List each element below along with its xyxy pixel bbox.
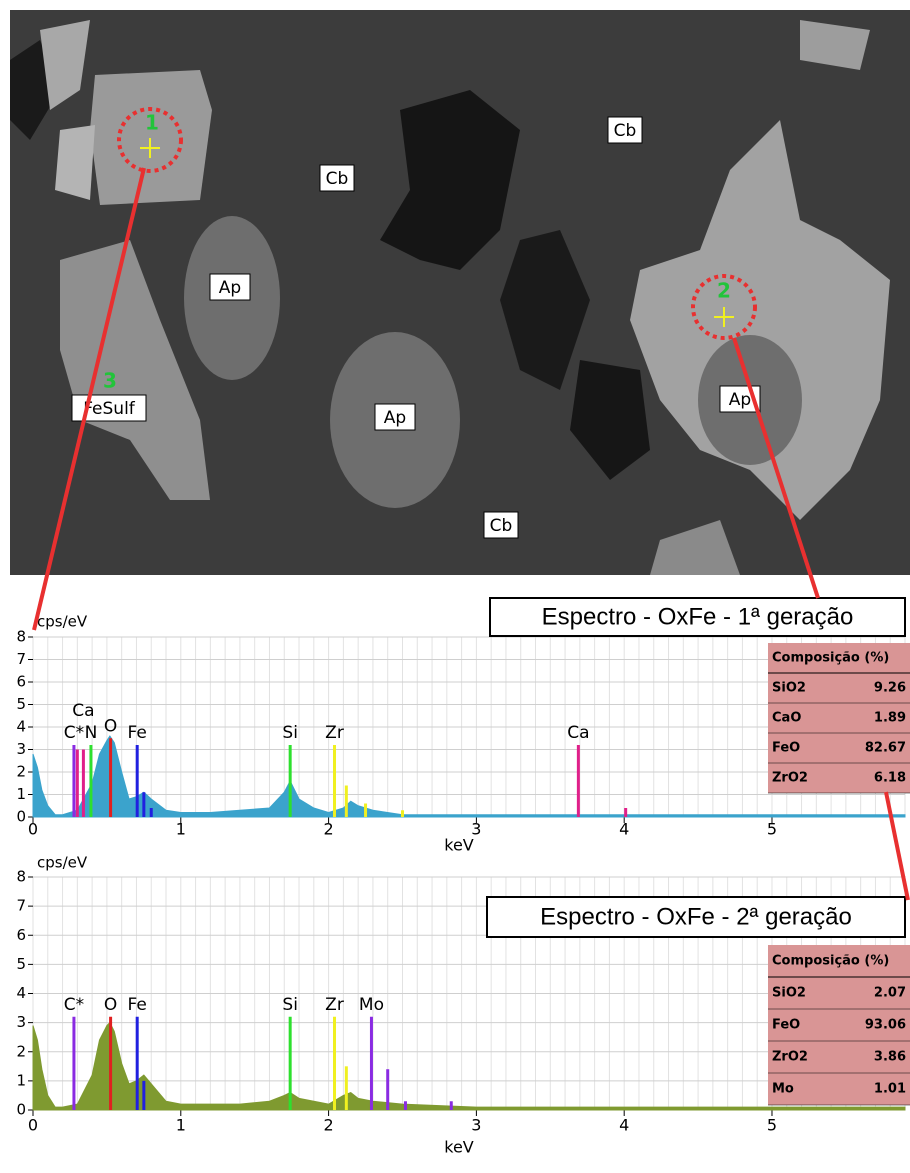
table-cell: 9.26 <box>874 681 906 696</box>
table-cell: FeO <box>772 741 800 756</box>
element-label: Zr <box>325 995 344 1015</box>
x-tick-label: 2 <box>323 820 333 839</box>
element-label: N <box>85 723 98 743</box>
table-cell: FeO <box>772 1018 800 1033</box>
phase-label: Cb <box>326 169 349 189</box>
y-tick-label: 5 <box>16 695 26 713</box>
phase-label: Cb <box>614 121 637 141</box>
element-label: Si <box>282 995 298 1015</box>
element-label: O <box>104 995 117 1015</box>
table-cell: 2.07 <box>874 986 906 1001</box>
y-tick-label: 2 <box>16 763 26 781</box>
table-cell: 1.89 <box>874 711 906 726</box>
point-label: 2 <box>717 279 731 303</box>
chart-title: Espectro - OxFe - 1ª geração <box>542 603 854 630</box>
point-label: 3 <box>103 369 117 393</box>
table-cell: SiO2 <box>772 681 806 696</box>
y-tick-label: 6 <box>16 673 26 691</box>
y-tick-label: 7 <box>16 897 26 915</box>
table-cell: 93.06 <box>865 1018 906 1033</box>
element-label: Zr <box>325 723 344 743</box>
x-axis-label: keV <box>444 836 474 855</box>
table-cell: Mo <box>772 1082 794 1097</box>
element-label: Fe <box>128 723 147 743</box>
table-cell: 82.67 <box>865 741 906 756</box>
table-header: Composição (%) <box>772 954 889 969</box>
y-tick-label: 0 <box>16 808 26 826</box>
x-tick-label: 5 <box>767 820 777 839</box>
x-tick-label: 3 <box>471 1116 481 1135</box>
grain <box>90 70 212 205</box>
chart-title: Espectro - OxFe - 2ª geração <box>540 903 852 930</box>
phase-label: Ap <box>384 408 406 428</box>
element-label: Si <box>282 723 298 743</box>
phase-label: Ap <box>219 278 241 298</box>
x-axis-label: keV <box>444 1138 474 1157</box>
phase-label: FeSulf <box>83 399 136 419</box>
x-tick-label: 5 <box>767 1116 777 1135</box>
table-cell: SiO2 <box>772 986 806 1001</box>
y-tick-label: 6 <box>16 926 26 944</box>
y-axis-label: cps/eV <box>37 854 88 872</box>
table-cell: CaO <box>772 711 801 726</box>
y-tick-label: 4 <box>16 984 26 1002</box>
x-tick-label: 1 <box>176 1116 186 1135</box>
grain <box>55 125 95 200</box>
point-label: 1 <box>145 111 159 135</box>
element-label: C* <box>64 995 84 1015</box>
table-cell: 3.86 <box>874 1050 906 1065</box>
y-tick-label: 1 <box>16 785 26 803</box>
element-label: O <box>104 716 117 736</box>
x-tick-label: 1 <box>176 820 186 839</box>
x-tick-label: 2 <box>323 1116 333 1135</box>
table-header: Composição (%) <box>772 651 889 666</box>
y-tick-label: 2 <box>16 1042 26 1060</box>
x-tick-label: 4 <box>619 1116 629 1135</box>
y-tick-label: 5 <box>16 955 26 973</box>
y-tick-label: 7 <box>16 650 26 668</box>
y-tick-label: 8 <box>16 628 26 646</box>
phase-label: Ap <box>729 390 751 410</box>
figure: Cb Cb Cb Ap Ap Ap FeSulf 1 2 3 012345678… <box>0 0 910 1169</box>
y-tick-label: 4 <box>16 718 26 736</box>
table-cell: 1.01 <box>874 1082 906 1097</box>
table-cell: ZrO2 <box>772 771 808 786</box>
y-axis-label: cps/eV <box>37 613 88 631</box>
element-label: Ca <box>72 701 94 721</box>
element-label: Mo <box>359 995 384 1015</box>
y-tick-label: 3 <box>16 740 26 758</box>
y-tick-label: 0 <box>16 1101 26 1119</box>
x-tick-label: 0 <box>28 820 38 839</box>
sem-image: Cb Cb Cb Ap Ap Ap FeSulf 1 2 3 <box>10 10 910 575</box>
x-tick-label: 4 <box>619 820 629 839</box>
y-tick-label: 3 <box>16 1013 26 1031</box>
element-label: C* <box>64 723 84 743</box>
table-cell: 6.18 <box>874 771 906 786</box>
element-label: Fe <box>128 995 147 1015</box>
phase-label: Cb <box>490 516 513 536</box>
y-tick-label: 1 <box>16 1071 26 1089</box>
x-tick-label: 0 <box>28 1116 38 1135</box>
element-label: Ca <box>567 723 589 743</box>
y-tick-label: 8 <box>16 868 26 886</box>
table-cell: ZrO2 <box>772 1050 808 1065</box>
